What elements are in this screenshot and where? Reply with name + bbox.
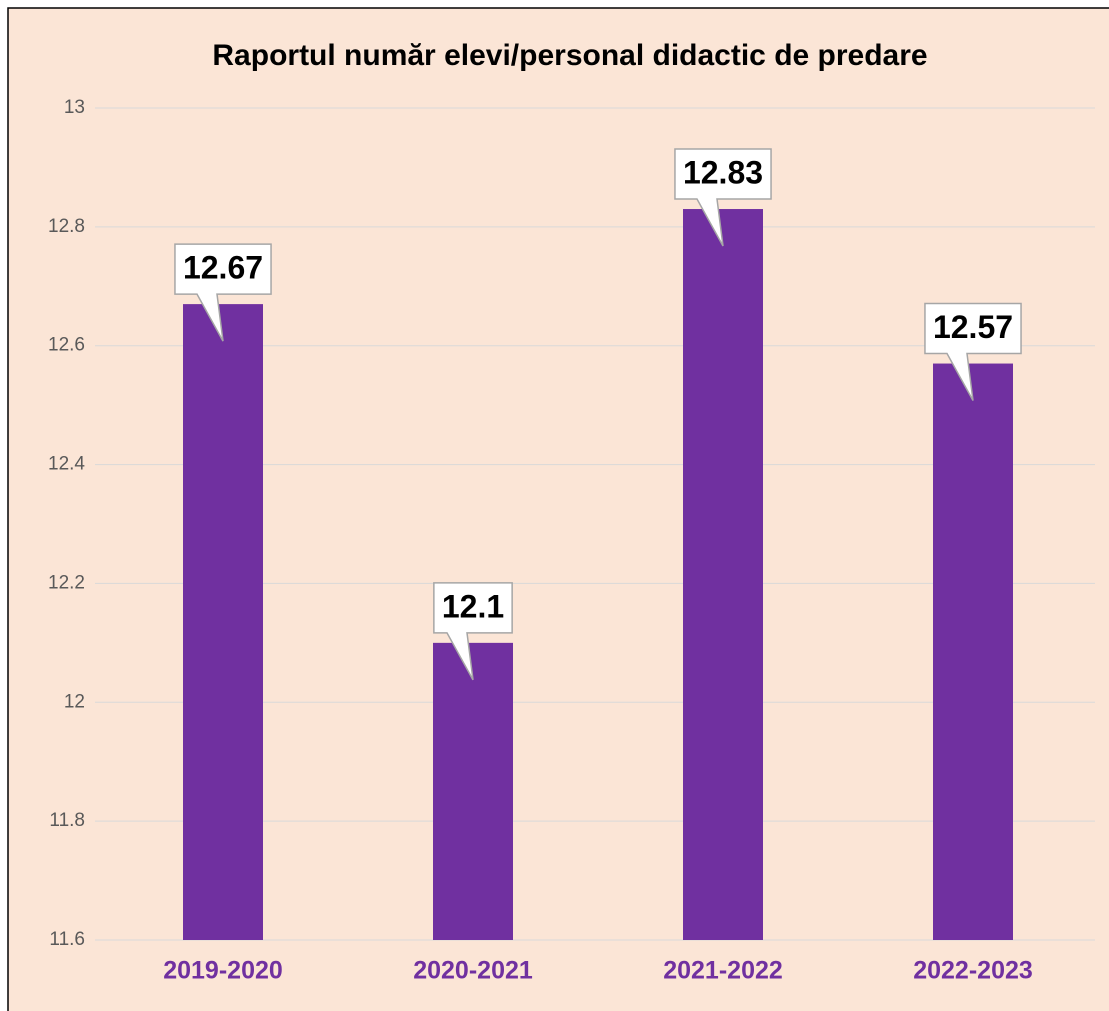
- y-tick-label: 12: [64, 691, 85, 712]
- data-label-callout: [924, 302, 1022, 401]
- y-tick-label: 12.6: [48, 335, 85, 356]
- y-tick-label: 13: [64, 97, 85, 118]
- bar: [433, 642, 513, 940]
- data-label: 12.83: [683, 154, 763, 190]
- data-label: 12.67: [183, 250, 263, 286]
- y-tick-label: 11.8: [49, 810, 85, 831]
- bar: [183, 304, 263, 941]
- bar: [933, 363, 1013, 940]
- data-label-callout: [174, 243, 272, 342]
- y-tick-label: 12.8: [48, 216, 85, 237]
- x-tick-label: 2022-2023: [913, 957, 1033, 985]
- y-tick-label: 12.2: [48, 572, 85, 593]
- bar: [683, 209, 763, 940]
- data-label: 12.1: [442, 588, 504, 624]
- y-tick-label: 12.4: [48, 454, 85, 475]
- data-label: 12.57: [933, 309, 1013, 345]
- x-tick-label: 2019-2020: [163, 957, 283, 985]
- chart-title: Raportul număr elevi/personal didactic d…: [212, 39, 927, 72]
- x-tick-label: 2020-2021: [413, 957, 533, 985]
- y-tick-label: 11.6: [49, 929, 85, 950]
- data-label-callout: [674, 148, 772, 247]
- x-tick-label: 2021-2022: [663, 957, 783, 985]
- data-label-callout: [433, 582, 513, 681]
